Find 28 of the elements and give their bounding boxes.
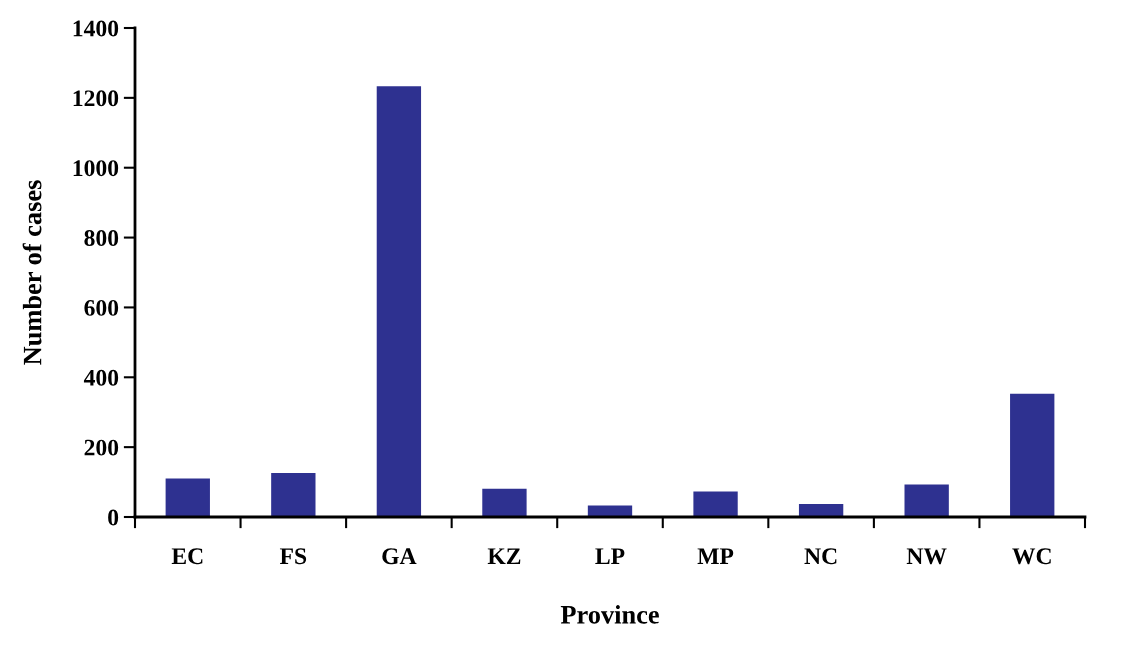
bar xyxy=(165,478,210,517)
y-tick-label: 0 xyxy=(108,509,119,526)
x-axis-title: Province xyxy=(560,605,659,624)
y-tick-label: 1400 xyxy=(73,20,119,37)
bar xyxy=(587,505,633,517)
x-tick-label: GA xyxy=(382,548,417,565)
y-tick-label: 400 xyxy=(83,369,119,386)
x-tick-label: FS xyxy=(279,548,307,565)
y-axis-title: Number of cases xyxy=(22,180,42,365)
x-tick-label: MP xyxy=(697,548,734,564)
x-tick-label: WC xyxy=(1012,548,1051,565)
x-tick-label: NC xyxy=(804,548,837,565)
x-tick-label: KZ xyxy=(487,548,521,564)
x-tick-label: NW xyxy=(906,548,947,565)
bar xyxy=(693,491,738,517)
bar xyxy=(271,472,316,517)
y-tick-label: 1200 xyxy=(73,90,119,107)
bar xyxy=(1010,393,1055,517)
bar xyxy=(482,488,527,517)
y-tick-label: 800 xyxy=(84,230,119,246)
y-tick-label: 600 xyxy=(84,299,119,316)
y-tick-label: 1000 xyxy=(73,160,119,177)
x-tick-label: LP xyxy=(595,548,625,564)
bar xyxy=(798,504,844,517)
x-tick-label: EC xyxy=(171,548,203,565)
y-tick-label: 200 xyxy=(84,439,119,456)
bar xyxy=(904,484,949,517)
bar xyxy=(376,86,422,517)
